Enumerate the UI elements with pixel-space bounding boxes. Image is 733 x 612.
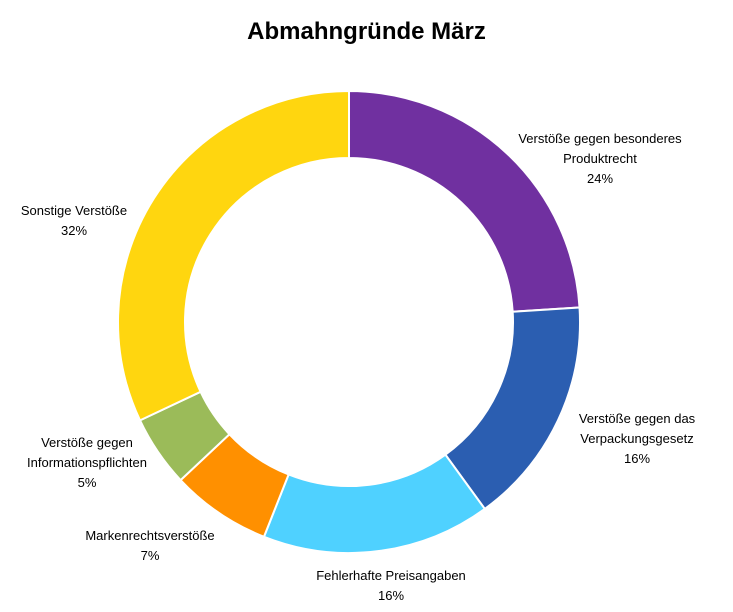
slice-category-label: Sonstige Verstöße [21,203,127,218]
slice-category-label: Verstöße gegen [41,435,133,450]
slice-value-label: 16% [378,588,404,603]
slice-value-label: 32% [61,223,87,238]
slice-category-label: Produktrecht [563,151,637,166]
donut-slice [348,89,581,313]
chart-title: Abmahngründe März [247,18,486,45]
slice-category-label: Markenrechtsverstöße [85,528,214,543]
slice-category-label: Fehlerhafte Preisangaben [316,568,466,583]
donut-slice [262,453,487,554]
slice-value-label: 7% [141,548,160,563]
slice-category-label: Verstöße gegen besonderes [518,131,682,146]
slice-category-label: Verstöße gegen das [579,411,696,426]
slice-value-label: 16% [624,451,650,466]
slice-category-label: Verpackungsgesetz [580,431,693,446]
slice-category-label: Informationspflichten [27,455,147,470]
slice-value-label: 5% [78,475,97,490]
slice-value-label: 24% [587,171,613,186]
donut-slice [117,89,350,422]
donut-slice [444,306,581,511]
